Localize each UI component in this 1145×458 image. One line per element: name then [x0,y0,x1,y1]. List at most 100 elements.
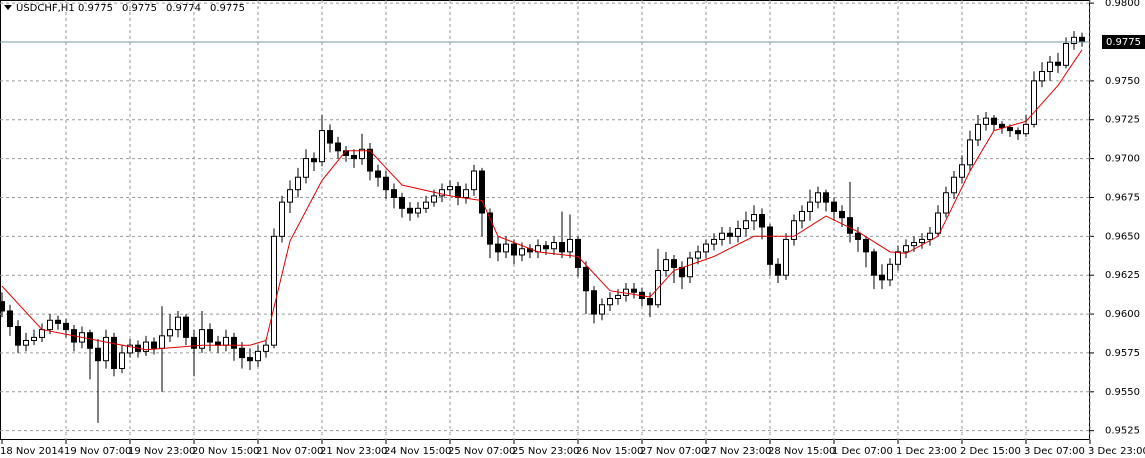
candle-body [879,274,885,281]
candle-body [599,304,605,315]
candle-body [1039,71,1045,82]
candle-body [311,158,317,163]
candle-body [991,117,997,125]
candle-body [487,212,493,245]
candle-body [575,238,581,268]
candle-body [399,196,405,209]
plot-frame [0,0,1090,440]
x-tick-label: 25 Nov 23:00 [512,446,579,457]
candle-body [975,123,981,141]
candle-body [39,329,45,338]
candle-body [279,201,285,237]
candle-body [391,189,397,198]
candle-body [943,192,949,214]
candle-body [687,257,693,278]
candle-body [751,214,757,222]
x-tick-label: 3 Dec 23:00 [1088,446,1145,457]
candle-body [799,210,805,222]
candle-body [23,339,29,346]
candle-body [927,232,933,240]
candle-body [239,347,245,359]
candle-body [0,301,5,312]
candle-body [903,245,909,253]
x-tick-label: 19 Nov 07:00 [64,446,131,457]
candle-body [455,186,461,198]
x-tick-label: 27 Nov 23:00 [704,446,771,457]
header-value: 0.9775 [122,3,157,14]
y-tick-label: 0.9600 [1105,309,1140,320]
candle-body [287,189,293,203]
candle-body [15,326,21,346]
candle-body [695,251,701,259]
x-tick-label: 20 Nov 15:00 [192,446,259,457]
candle-body [95,347,101,362]
header-value: 0.9775 [78,3,113,14]
candle-body [175,316,181,331]
candle-body [719,232,725,240]
candle-body [375,170,381,178]
candle-body [503,243,509,253]
x-tick-label: 1 Dec 23:00 [896,446,957,457]
candle-body [383,176,389,191]
candle-body [775,263,781,276]
candle-body [247,357,253,362]
y-tick-label: 0.9625 [1105,270,1140,281]
candle-body [823,192,829,203]
candle-body [887,263,893,281]
candle-body [863,238,869,253]
candle-body [167,329,173,337]
candle-body [207,329,213,343]
x-tick-label: 19 Nov 23:00 [128,446,195,457]
candle-body [327,130,333,144]
candle-body [103,336,109,362]
candle-body [703,243,709,253]
y-tick-label: 0.9525 [1105,426,1140,437]
candle-body [855,232,861,240]
candle-body [999,123,1005,128]
candle-body [831,201,837,212]
candle-body [911,242,917,247]
candle-body [807,201,813,212]
candle-body [583,266,589,292]
candle-body [199,329,205,349]
candle-body [951,176,957,194]
candle-body [959,164,965,178]
candle-body [815,192,821,203]
candle-body [55,319,61,324]
candle-body [847,217,853,234]
candle-body [447,186,453,191]
x-tick-label: 24 Nov 15:00 [384,446,451,457]
candle-body [567,238,573,253]
candle-body [967,139,973,166]
y-tick-label: 0.9550 [1105,387,1140,398]
candle-body [367,148,373,172]
candle-body [111,336,117,369]
candle-body [983,117,989,125]
candle-body [783,238,789,276]
candle-body [479,170,485,214]
candle-body [431,195,437,203]
candle-body [319,130,325,163]
candle-body [935,212,941,234]
candle-body [1055,61,1061,66]
moving-average [1,49,1083,351]
y-tick-label: 0.9675 [1105,192,1140,203]
candle-body [31,336,37,341]
candle-body [511,243,517,256]
candle-body [543,245,549,250]
y-tick-label: 0.9650 [1105,231,1140,242]
candle-body [7,310,13,328]
candle-body [423,201,429,209]
candle-body [607,298,613,306]
candle-body [1031,80,1037,125]
candle-body [463,189,469,198]
candle-body [127,344,133,354]
menu-icon [4,5,12,10]
x-tick-label: 21 Nov 07:00 [256,446,323,457]
bid-box [1102,34,1145,49]
y-tick-label: 0.9725 [1105,115,1140,126]
candle-body [471,170,477,191]
candle-body [623,288,629,296]
x-tick-label: 28 Nov 15:00 [768,446,835,457]
